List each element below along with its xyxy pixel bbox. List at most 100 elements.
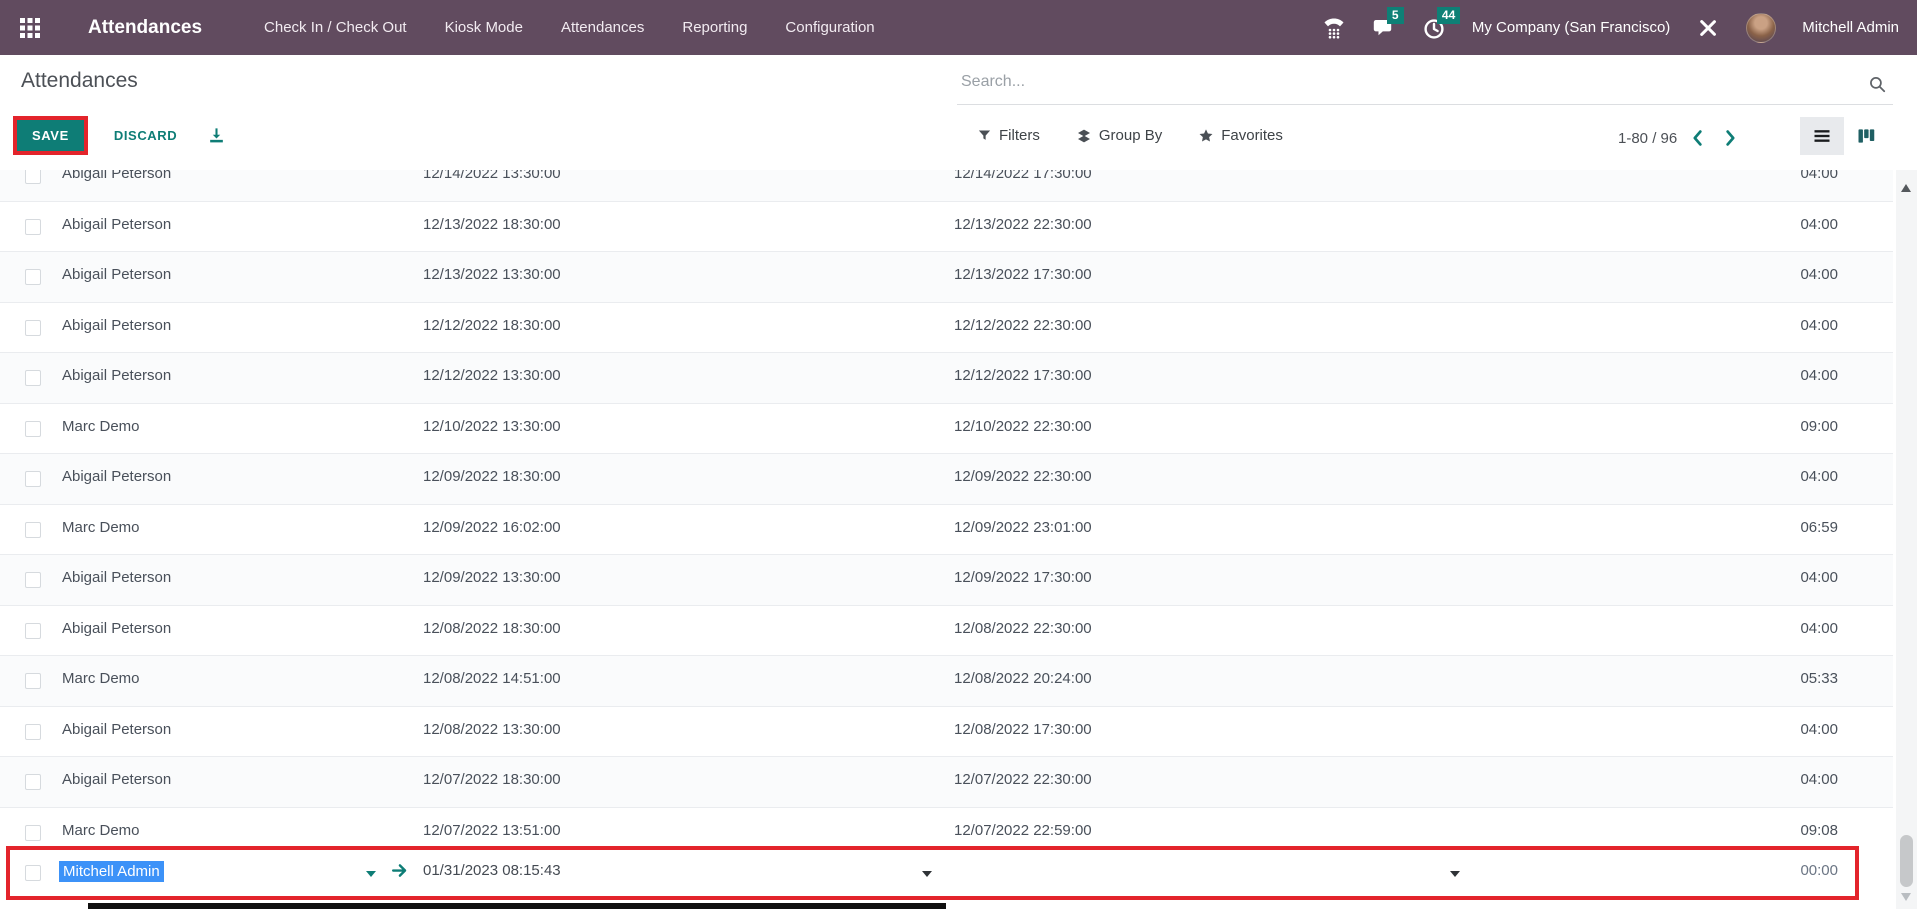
employee-cell: Marc Demo [62, 670, 140, 687]
discard-button[interactable]: DISCARD [113, 127, 178, 143]
voip-phone-icon[interactable] [1322, 16, 1346, 40]
debug-tools-icon[interactable] [1696, 16, 1720, 40]
table-row[interactable]: Abigail Peterson 12/13/2022 18:30:00 12/… [0, 201, 1893, 252]
nav-item-reporting[interactable]: Reporting [682, 19, 748, 36]
worked-hours-cell: 06:59 [1800, 518, 1838, 536]
nav-item-checkin-checkout[interactable]: Check In / Check Out [264, 19, 407, 36]
vertical-scrollbar[interactable] [1896, 170, 1917, 909]
save-button[interactable]: SAVE [17, 119, 84, 151]
check-out-dropdown-caret-icon[interactable] [1450, 871, 1460, 877]
employee-dropdown-caret-icon[interactable] [366, 871, 376, 877]
row-checkbox[interactable] [25, 774, 41, 790]
table-row[interactable]: Abigail Peterson 12/09/2022 13:30:00 12/… [0, 555, 1893, 606]
row-checkbox[interactable] [25, 824, 41, 841]
scroll-up-icon[interactable] [1901, 184, 1911, 192]
edit-row[interactable]: Mitchell Admin 01/31/2023 08:15:43 00:00 [0, 850, 1893, 898]
table-row[interactable]: Abigail Peterson 12/12/2022 13:30:00 12/… [0, 353, 1893, 404]
table-row[interactable]: Abigail Peterson 12/08/2022 13:30:00 12/… [0, 706, 1893, 757]
check-out-cell: 12/10/2022 22:30:00 [954, 417, 1092, 435]
worked-hours-cell: 04:00 [1800, 316, 1838, 334]
pager-range: 1-80 / 96 [1618, 129, 1678, 147]
nav-item-attendances[interactable]: Attendances [560, 19, 645, 36]
group-by-label: Group By [1098, 127, 1163, 144]
nav-item-configuration[interactable]: Configuration [785, 19, 875, 36]
row-checkbox[interactable] [25, 521, 41, 538]
check-in-field[interactable]: 01/31/2023 08:15:43 [423, 862, 561, 879]
table-row[interactable]: Abigail Peterson 12/09/2022 18:30:00 12/… [0, 454, 1893, 505]
check-in-cell: 12/07/2022 18:30:00 [423, 771, 561, 788]
check-in-cell: 12/09/2022 13:30:00 [423, 569, 561, 586]
search-icon[interactable] [1868, 75, 1887, 99]
table-row[interactable]: Abigail Peterson 12/13/2022 13:30:00 12/… [0, 252, 1893, 303]
worked-hours-cell: 05:33 [1800, 670, 1838, 687]
favorites-button[interactable]: Favorites [1198, 127, 1283, 144]
control-panel: Attendances SAVE DISCARD [0, 55, 1917, 170]
check-in-cell: 12/07/2022 13:51:00 [423, 821, 561, 839]
edit-row-checkbox[interactable] [25, 865, 41, 881]
employee-cell: Marc Demo [62, 821, 140, 839]
table-row[interactable]: Abigail Peterson 12/07/2022 18:30:00 12/… [0, 757, 1893, 808]
employee-cell: Marc Demo [62, 518, 140, 536]
app-brand[interactable]: Attendances [88, 16, 203, 38]
search-bar [957, 65, 1893, 105]
employee-cell: Abigail Peterson [62, 569, 172, 586]
check-in-dropdown-caret-icon[interactable] [922, 871, 932, 877]
action-buttons: SAVE DISCARD [13, 110, 226, 160]
employee-cell: Abigail Peterson [62, 367, 172, 384]
filter-bar: Filters Group By Favorites [977, 127, 1283, 144]
row-checkbox[interactable] [25, 622, 41, 639]
table-row[interactable]: Abigail Peterson 12/08/2022 18:30:00 12/… [0, 605, 1893, 656]
export-icon[interactable] [207, 126, 226, 145]
table-row[interactable]: Marc Demo 12/09/2022 16:02:00 12/09/2022… [0, 504, 1893, 555]
internal-link-arrow-icon[interactable] [390, 861, 409, 880]
table-row[interactable]: Marc Demo 12/10/2022 13:30:00 12/10/2022… [0, 403, 1893, 454]
search-input[interactable] [957, 65, 1847, 91]
row-checkbox[interactable] [25, 319, 41, 336]
worked-hours-cell: 04:00 [1800, 619, 1838, 637]
pager-next-icon[interactable] [1719, 127, 1741, 149]
check-out-cell: 12/07/2022 22:30:00 [954, 771, 1092, 788]
filters-button[interactable]: Filters [977, 127, 1040, 144]
group-by-button[interactable]: Group By [1076, 127, 1162, 144]
row-checkbox[interactable] [25, 370, 41, 386]
company-switcher[interactable]: My Company (San Francisco) [1471, 19, 1671, 36]
row-checkbox[interactable] [25, 420, 41, 437]
row-checkbox[interactable] [25, 218, 41, 235]
dropdown-panel-edge [88, 903, 946, 909]
check-in-cell: 12/13/2022 13:30:00 [423, 266, 561, 283]
breadcrumb: Attendances [21, 69, 138, 92]
check-in-cell: 12/08/2022 18:30:00 [423, 619, 561, 637]
user-menu[interactable]: Mitchell Admin [1802, 19, 1899, 36]
activities-clock-icon[interactable]: 44 [1422, 6, 1461, 40]
pager: 1-80 / 96 [1618, 127, 1741, 149]
apps-grid-icon[interactable] [18, 16, 42, 40]
scrollbar-thumb[interactable] [1900, 835, 1913, 887]
kanban-view-icon [1858, 129, 1875, 143]
employee-field-selected-text[interactable]: Mitchell Admin [59, 861, 164, 882]
check-out-cell: 12/09/2022 17:30:00 [954, 569, 1092, 586]
pager-previous-icon[interactable] [1687, 127, 1709, 149]
scroll-down-icon[interactable] [1901, 893, 1911, 901]
table-row[interactable]: Marc Demo 12/08/2022 14:51:00 12/08/2022… [0, 656, 1893, 707]
navbar-right: 5 44 My Company (San Francisco) Mitchell… [1322, 6, 1899, 43]
table-row[interactable]: Abigail Peterson 12/12/2022 18:30:00 12/… [0, 302, 1893, 353]
group-by-icon [1077, 129, 1090, 142]
employee-cell: Abigail Peterson [62, 720, 172, 738]
check-out-cell: 12/08/2022 17:30:00 [954, 720, 1092, 738]
row-checkbox[interactable] [25, 269, 41, 285]
messages-icon[interactable]: 5 [1372, 6, 1404, 40]
worked-hours-cell: 09:08 [1800, 821, 1838, 839]
row-checkbox[interactable] [25, 673, 41, 689]
row-checkbox[interactable] [25, 572, 41, 588]
row-checkbox[interactable] [25, 168, 41, 184]
kanban-view-button[interactable] [1844, 117, 1888, 155]
check-in-cell: 12/09/2022 16:02:00 [423, 518, 561, 536]
list-view-button[interactable] [1800, 117, 1844, 155]
check-out-cell: 12/07/2022 22:59:00 [954, 821, 1092, 839]
row-checkbox[interactable] [25, 723, 41, 740]
row-checkbox[interactable] [25, 471, 41, 487]
employee-cell: Abigail Peterson [62, 215, 172, 233]
user-avatar[interactable] [1746, 12, 1777, 43]
check-out-cell: 12/09/2022 22:30:00 [954, 468, 1092, 485]
nav-item-kiosk-mode[interactable]: Kiosk Mode [444, 19, 523, 36]
